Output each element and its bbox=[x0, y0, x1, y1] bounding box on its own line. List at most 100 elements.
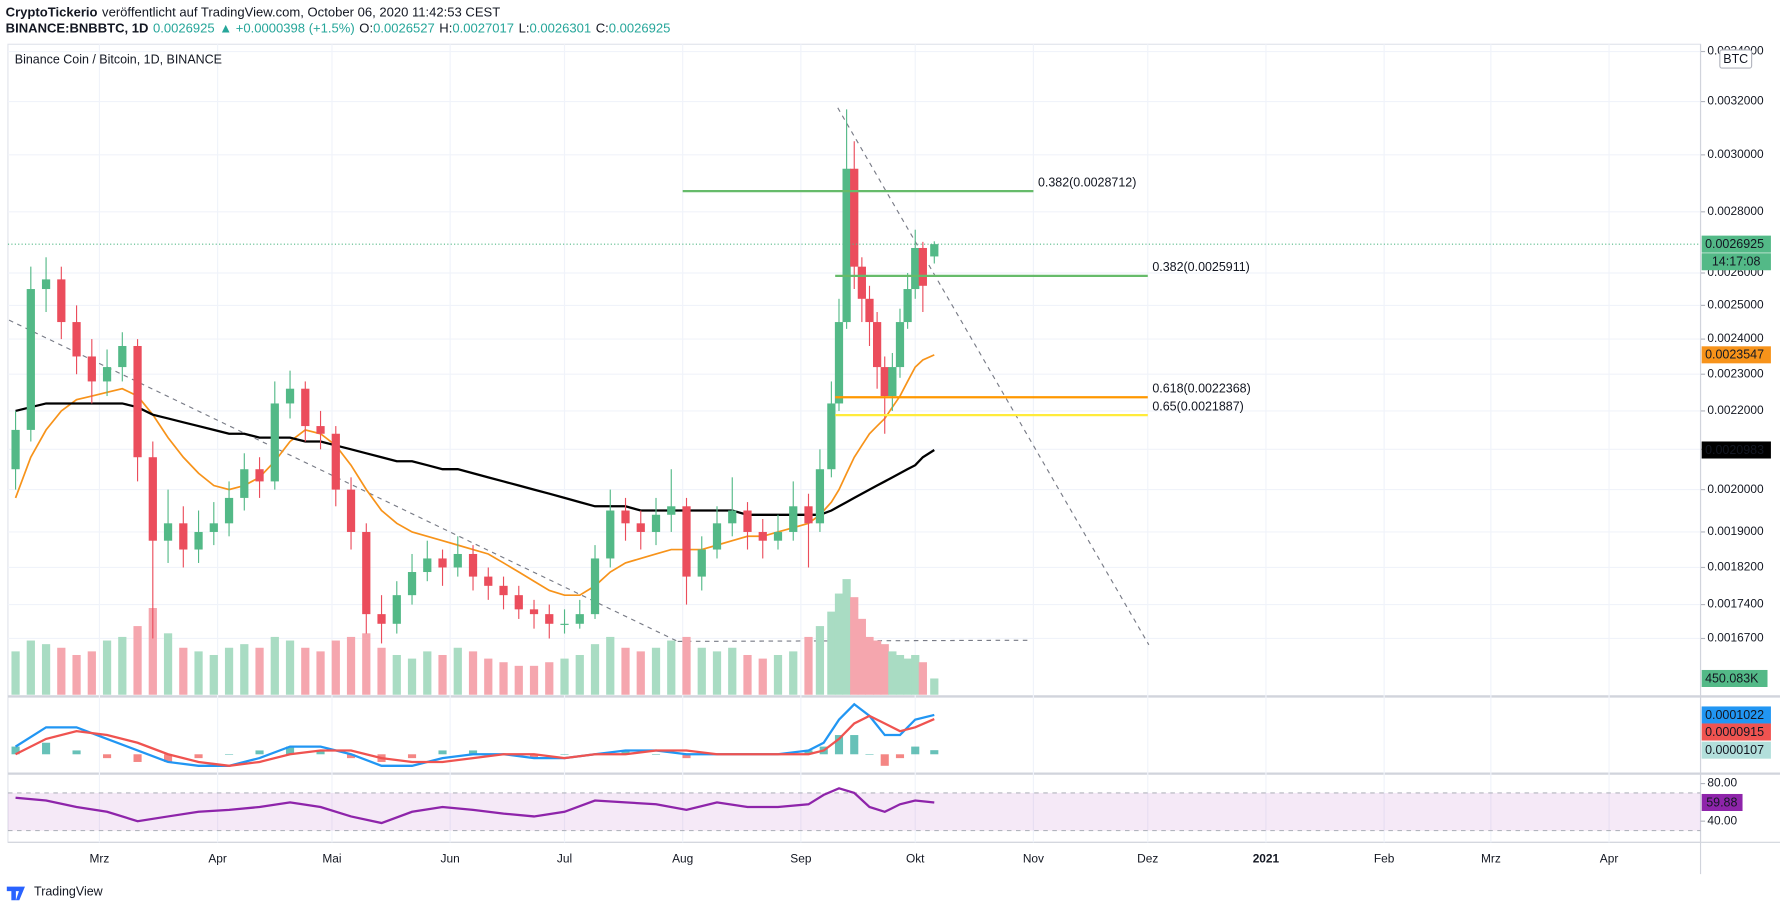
volume-bar bbox=[895, 654, 905, 695]
candle-body bbox=[331, 433, 340, 490]
volume-bar bbox=[209, 654, 218, 695]
volume-bar bbox=[590, 644, 600, 695]
change: ▲ +0.0000398 (+1.5%) bbox=[219, 21, 355, 36]
volume-bar bbox=[407, 658, 417, 695]
volume-bar bbox=[11, 651, 20, 695]
volume-bar bbox=[834, 593, 844, 695]
macd-histogram-bar bbox=[865, 754, 874, 755]
header-line-1: CryptoTickerio veröffentlicht auf Trading… bbox=[6, 5, 501, 20]
macd-histogram-bar bbox=[255, 750, 264, 755]
candle-body bbox=[133, 345, 142, 458]
volume-bar bbox=[270, 636, 279, 695]
candle-body bbox=[697, 549, 706, 577]
volume-bar bbox=[163, 633, 173, 695]
x-tick-label: Sep bbox=[790, 851, 812, 865]
rsi-tag-bg bbox=[1701, 793, 1743, 811]
candle-body bbox=[621, 510, 630, 524]
ohlc-value: 0.0026527 bbox=[373, 21, 435, 36]
candle-body bbox=[789, 506, 798, 532]
macd-histogram-bar bbox=[11, 746, 20, 755]
y-tick-label: 0.0022000 bbox=[1707, 403, 1764, 417]
candle-body bbox=[148, 457, 157, 541]
volume-bar bbox=[842, 579, 851, 695]
y-tick-label: 0.0019000 bbox=[1707, 524, 1764, 538]
candle-body bbox=[930, 244, 939, 257]
ohlc-key: L: bbox=[519, 21, 530, 36]
macd-histogram-bar bbox=[834, 735, 844, 755]
volume-bar bbox=[857, 618, 866, 695]
macd-histogram-bar bbox=[224, 754, 234, 755]
candle-body bbox=[301, 388, 310, 427]
volume-bar bbox=[575, 654, 584, 695]
candle-body bbox=[453, 553, 462, 568]
candle-body bbox=[651, 514, 661, 532]
volume-bar bbox=[636, 651, 645, 695]
volume-tag-bg bbox=[1701, 669, 1768, 687]
y-tick-label: 0.0025000 bbox=[1707, 298, 1764, 312]
volume-bar bbox=[789, 651, 798, 695]
x-tick-label: Mrz bbox=[1481, 851, 1501, 865]
volume-bar bbox=[224, 647, 234, 695]
volume-bar bbox=[285, 640, 295, 695]
volume-bar bbox=[438, 654, 447, 695]
candle-body bbox=[918, 247, 927, 286]
marks bbox=[7, 109, 1701, 825]
candle-body bbox=[41, 279, 51, 290]
candle-body bbox=[407, 572, 417, 596]
fib-label: 0.382(0.0025911) bbox=[1152, 260, 1250, 274]
macd-histogram-bar bbox=[850, 735, 859, 755]
volume-bar bbox=[377, 647, 386, 695]
candle-body bbox=[57, 279, 66, 323]
volume-bar bbox=[903, 658, 912, 695]
volume-bar bbox=[179, 647, 188, 695]
candle-body bbox=[316, 426, 325, 434]
candle-body bbox=[72, 322, 81, 357]
macd-histogram-bar bbox=[133, 754, 142, 762]
candle-body bbox=[87, 356, 96, 382]
candle-body bbox=[682, 506, 691, 577]
header-line-2: BINANCE:BNBBTC, 1D 0.0026925 ▲ +0.0000398 … bbox=[6, 21, 671, 36]
macd-histogram-bar bbox=[42, 742, 51, 755]
candle-body bbox=[865, 298, 874, 323]
grid bbox=[7, 44, 1706, 843]
volume-bar bbox=[804, 636, 813, 695]
ohlc-key: O: bbox=[359, 21, 373, 36]
ohlc-key: H: bbox=[439, 21, 452, 36]
volume-bar bbox=[827, 611, 836, 695]
y-tick-label: 0.0020000 bbox=[1707, 482, 1764, 496]
x-tick-label: Nov bbox=[1023, 851, 1044, 865]
macd-histogram-bar bbox=[72, 750, 81, 755]
volume-bar bbox=[930, 678, 939, 695]
fib-label: 0.618(0.0022368) bbox=[1152, 382, 1250, 396]
ohlc-value: 0.0026925 bbox=[609, 21, 671, 36]
volume-bar bbox=[682, 636, 691, 695]
volume-bar bbox=[651, 647, 661, 695]
candle-body bbox=[712, 523, 722, 550]
volume-bar bbox=[918, 662, 927, 695]
x-tick-label: Okt bbox=[906, 851, 925, 865]
volume-bar bbox=[529, 665, 539, 695]
y-tick-label: 0.0024000 bbox=[1707, 331, 1764, 345]
candle-body bbox=[743, 510, 752, 532]
volume-bar bbox=[621, 647, 630, 695]
rsi-line bbox=[15, 787, 935, 825]
candle-body bbox=[857, 266, 866, 299]
currency: BTC bbox=[1723, 52, 1748, 66]
candle-body bbox=[514, 595, 523, 610]
symbol: BINANCE:BNBBTC, 1D bbox=[6, 21, 149, 36]
candle-body bbox=[636, 523, 645, 532]
candle-body bbox=[438, 558, 447, 568]
y-tick-label: 0.0023000 bbox=[1707, 366, 1764, 380]
y-tick-label: 40.00 bbox=[1707, 813, 1737, 827]
candle-body bbox=[804, 506, 813, 524]
candle-body bbox=[815, 469, 825, 524]
volume-bar bbox=[331, 640, 340, 695]
macd-histogram-bar bbox=[103, 754, 112, 759]
candle-body bbox=[270, 403, 279, 482]
x-tick-label: Dez bbox=[1137, 851, 1158, 865]
volume-bar bbox=[255, 647, 264, 695]
volume-bar bbox=[316, 651, 325, 695]
macd-histogram-bar bbox=[560, 754, 569, 755]
